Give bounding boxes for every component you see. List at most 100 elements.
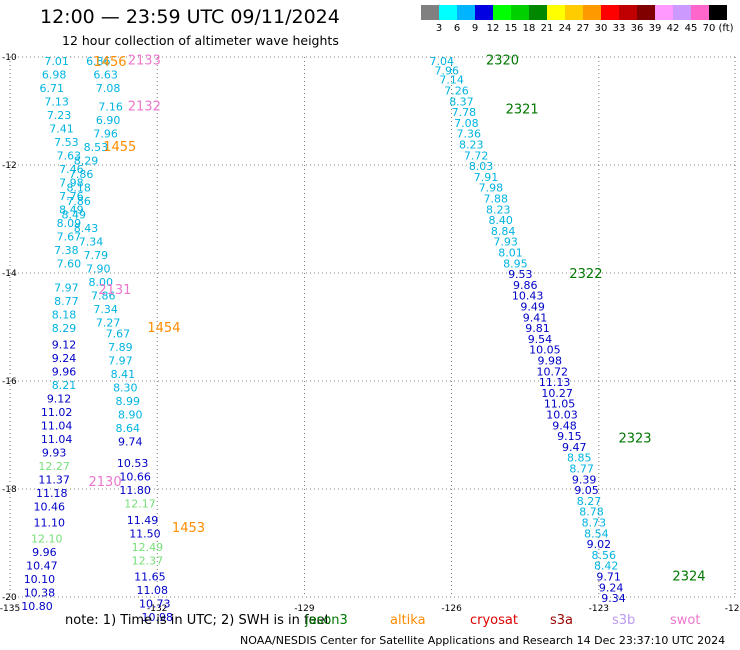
wave-height-value: 9.05 — [574, 484, 599, 497]
legend-label: 33 — [612, 23, 626, 34]
legend-swatch — [529, 5, 547, 20]
wave-height-value: 7.97 — [54, 282, 79, 295]
legend-swatch — [583, 5, 601, 20]
wave-height-value: 9.96 — [52, 365, 77, 378]
wave-height-value: 7.14 — [439, 74, 464, 87]
wave-height-value: 6.86 — [86, 55, 111, 68]
legend-label: 3 — [435, 23, 443, 34]
wave-height-value: 7.98 — [59, 176, 84, 189]
pass-time-label: 2323 — [618, 432, 651, 447]
wave-height-value: 7.01 — [44, 55, 69, 68]
wave-height-value: 7.86 — [69, 168, 94, 181]
wave-height-value: 11.05 — [544, 398, 576, 411]
legend-label: 15 — [504, 23, 518, 34]
wave-height-value: 9.54 — [528, 333, 553, 346]
pass-time-label: 2322 — [569, 267, 602, 282]
wave-height-value: 8.64 — [116, 422, 141, 435]
legend-swatch — [493, 5, 511, 20]
wave-height-value: 7.86 — [66, 195, 91, 208]
legend-label: 9 — [471, 23, 479, 34]
satellite-name: jason3 — [305, 613, 348, 628]
wave-height-value: 7.90 — [86, 263, 111, 276]
wave-height-value: 8.77 — [54, 295, 79, 308]
wave-height-value: 9.93 — [42, 446, 67, 459]
legend-swatch — [439, 5, 457, 20]
legend-swatch — [475, 5, 493, 20]
legend-label: 21 — [540, 23, 554, 34]
legend-swatch — [601, 5, 619, 20]
wave-height-value: 9.34 — [601, 592, 626, 605]
wave-height-value: 8.95 — [503, 257, 528, 270]
satellite-name: cryosat — [470, 613, 518, 628]
wave-height-value: 9.98 — [538, 354, 563, 367]
wave-height-value: 9.96 — [32, 546, 57, 559]
wave-height-value: 9.74 — [118, 435, 143, 448]
satellite-name: altika — [390, 613, 426, 628]
legend-swatch — [547, 5, 565, 20]
y-tick-label: -18 — [2, 485, 17, 495]
wave-height-value: 9.24 — [52, 352, 77, 365]
wave-height-value: 8.42 — [594, 560, 619, 573]
wave-height-value: 8.30 — [113, 381, 138, 394]
y-tick-label: -10 — [2, 53, 17, 63]
wave-height-value: 7.63 — [57, 149, 82, 162]
wave-height-value: 10.53 — [117, 457, 149, 470]
pass-time-label: 2324 — [672, 569, 705, 584]
page-title: 12:00 — 23:59 UTC 09/11/2024 — [40, 6, 340, 28]
pass-time-label: 2320 — [486, 54, 519, 69]
wave-height-value: 11.10 — [34, 516, 66, 529]
wave-height-value: 12.49 — [132, 541, 164, 554]
pass-time-label: 2131 — [98, 283, 131, 298]
wave-height-value: 8.27 — [577, 495, 602, 508]
wave-height-value: 7.26 — [444, 84, 469, 97]
wave-height-value: 9.41 — [523, 311, 548, 324]
wave-height-value: 8.43 — [74, 222, 99, 235]
wave-height-value: 12.10 — [31, 533, 63, 546]
legend-label: 18 — [522, 23, 536, 34]
wave-height-value: 9.24 — [599, 581, 624, 594]
wave-height-value: 12.27 — [38, 460, 70, 473]
wave-height-value: 11.13 — [539, 376, 571, 389]
pass-time-label: 1455 — [103, 140, 136, 155]
wave-height-value: 8.37 — [449, 95, 474, 108]
wave-height-value: 8.56 — [591, 549, 616, 562]
y-tick-label: -20 — [2, 593, 17, 603]
legend-label: 6 — [453, 23, 461, 34]
wave-height-value: 9.39 — [572, 473, 597, 486]
wave-height-value: 7.97 — [108, 354, 133, 367]
wave-height-value: 10.66 — [119, 471, 151, 484]
satellite-name: s3a — [550, 613, 574, 628]
wave-height-value: 8.03 — [469, 160, 494, 173]
pass-time-label: 2133 — [128, 54, 161, 69]
wave-height-value: 6.63 — [93, 68, 118, 81]
page-subtitle: 12 hour collection of altimeter wave hei… — [62, 33, 339, 48]
wave-height-value: 10.10 — [24, 573, 56, 586]
legend-label: 42 — [666, 23, 680, 34]
wave-height-value: 8.00 — [89, 276, 114, 289]
wave-height-value: 8.84 — [491, 225, 516, 238]
wave-height-value: 10.03 — [546, 408, 578, 421]
wave-height-value: 8.21 — [52, 379, 77, 392]
wave-height-value: 11.18 — [36, 487, 68, 500]
wave-height-value: 8.41 — [111, 368, 136, 381]
wave-height-value: 11.04 — [41, 433, 73, 446]
legend-swatch — [565, 5, 583, 20]
legend-label: 45 — [684, 23, 698, 34]
wave-height-value: 10.43 — [512, 290, 544, 303]
wave-height-value: 8.49 — [62, 209, 87, 222]
wave-height-value: 7.16 — [98, 101, 123, 114]
wave-height-value: 9.47 — [562, 441, 587, 454]
x-tick-label: -132 — [147, 604, 167, 614]
map-grid — [9, 56, 736, 598]
pass-time-label: 1454 — [147, 321, 180, 336]
wave-height-value: 10.47 — [26, 560, 58, 573]
wave-height-value: 7.13 — [44, 95, 69, 108]
wave-height-value: 9.53 — [508, 268, 533, 281]
wave-height-value: 8.18 — [52, 309, 77, 322]
pass-time-label: 1453 — [172, 521, 205, 536]
wave-height-value: 11.02 — [41, 406, 73, 419]
x-tick-label: -126 — [441, 604, 462, 614]
wave-height-value: 11.08 — [137, 584, 169, 597]
wave-height-value: 10.73 — [139, 597, 171, 610]
wave-height-value: 7.27 — [96, 317, 121, 330]
